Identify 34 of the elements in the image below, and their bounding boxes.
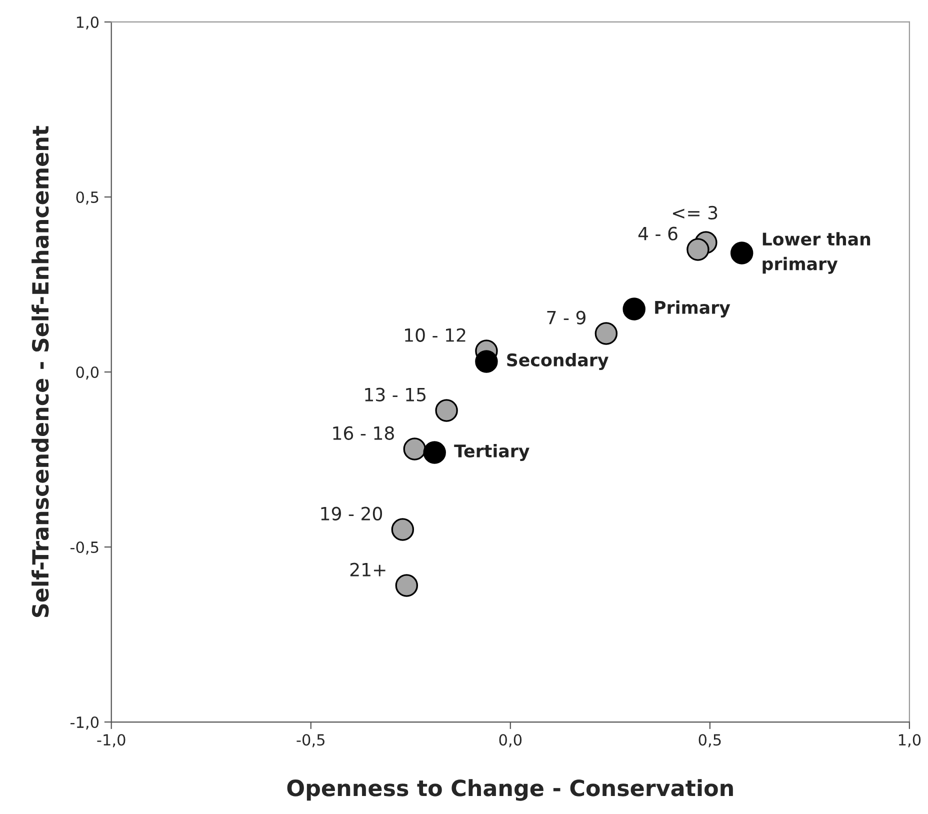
point <box>475 350 498 373</box>
point <box>594 322 618 345</box>
point <box>730 242 754 264</box>
y-tick-label: 1,0 <box>76 16 99 30</box>
point <box>435 399 458 422</box>
annotation: 13 - 15 <box>365 388 426 402</box>
x-axis-title: Openness to Change - Conservation <box>287 779 733 801</box>
annotation: 7 - 9 <box>547 310 586 324</box>
point <box>403 438 426 460</box>
annotation: 16 - 18 <box>333 426 394 440</box>
annotation: 4 - 6 <box>638 226 678 240</box>
annotation: 10 - 12 <box>405 328 466 342</box>
y-tick-label: 0,5 <box>76 191 98 205</box>
x-tick-label: -1,0 <box>97 734 126 748</box>
point <box>395 574 418 597</box>
x-tick-label: 0,5 <box>698 734 721 748</box>
annotation: Primary <box>655 300 730 318</box>
annotation: Secondary <box>507 353 608 370</box>
x-tick-label: 1,0 <box>898 734 921 748</box>
annotation: Tertiary <box>454 444 530 461</box>
point <box>423 441 446 464</box>
annotation: 21+ <box>350 562 386 576</box>
point <box>391 518 414 541</box>
point <box>622 298 646 320</box>
annotation: <= 3 <box>672 206 718 220</box>
x-tick-label: -0,5 <box>296 734 324 748</box>
point <box>686 238 710 261</box>
y-tick-label: -1,0 <box>70 716 99 730</box>
y-tick-label: -0,5 <box>70 541 98 555</box>
y-axis-title: Self-Transcendence - Self-Enhancement <box>32 126 49 617</box>
x-tick-label: 0,0 <box>499 734 522 748</box>
y-tick-label: 0,0 <box>76 366 99 380</box>
annotation: Lower than primary <box>762 232 870 274</box>
annotation: 19 - 20 <box>321 506 382 520</box>
